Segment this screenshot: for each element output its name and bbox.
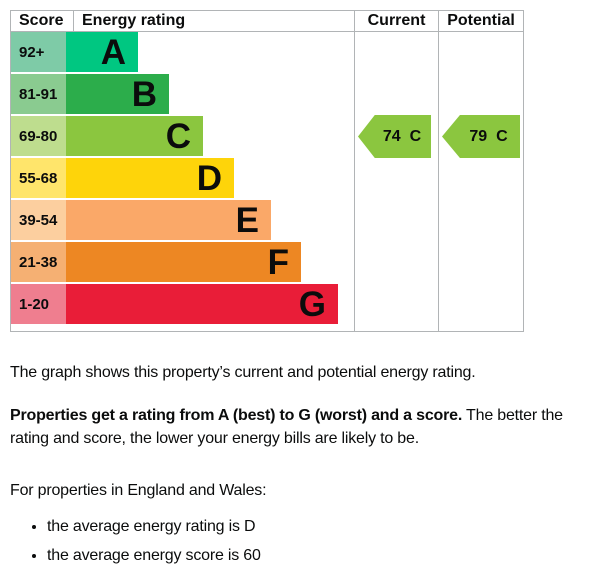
band-row: 92+ A	[11, 32, 354, 74]
chart-body: 92+ A 81-91 B 69-80 C 55-68 D 39-54 E	[11, 32, 523, 331]
band-score-range: 39-54	[11, 200, 66, 240]
potential-band-letter: C	[496, 127, 508, 145]
column-header-energy-rating: Energy rating	[73, 11, 354, 31]
band-bar: F	[66, 242, 301, 282]
band-bar: G	[66, 284, 338, 324]
average-rating-item: the average energy rating is D	[47, 515, 597, 538]
band-row: 1-20 G	[11, 284, 354, 326]
current-band-letter: C	[409, 127, 422, 145]
current-score-value: 74	[382, 127, 401, 145]
band-bar: C	[66, 116, 203, 156]
energy-rating-chart: Score Energy rating Current Potential 92…	[10, 10, 524, 332]
rating-explanation: Properties get a rating from A (best) to…	[10, 404, 597, 450]
region-heading: For properties in England and Wales:	[10, 482, 267, 499]
chart-header-row: Score Energy rating Current Potential	[11, 11, 523, 32]
band-letter: D	[196, 158, 222, 198]
band-bar: D	[66, 158, 234, 198]
averages-list: the average energy rating is D the avera…	[10, 515, 597, 567]
chart-description: The graph shows this property’s current …	[10, 364, 476, 381]
rating-explanation-rest: The better the rating and score, the low…	[10, 407, 563, 447]
band-score-range: 55-68	[11, 158, 66, 198]
band-letter: C	[165, 116, 191, 156]
band-bar: A	[66, 32, 138, 72]
band-score-range: 92+	[11, 32, 66, 72]
band-letter: E	[235, 200, 259, 240]
band-score-range: 1-20	[11, 284, 66, 324]
band-letter: B	[131, 74, 157, 114]
column-header-potential: Potential	[438, 11, 523, 31]
band-bar: E	[66, 200, 271, 240]
rating-explanation-bold: Properties get a rating from A (best) to…	[10, 407, 463, 424]
average-score-item: the average energy score is 60	[47, 544, 597, 567]
band-row: 55-68 D	[11, 158, 354, 200]
band-letter: A	[100, 32, 126, 72]
band-row: 39-54 E	[11, 200, 354, 242]
band-score-range: 69-80	[11, 116, 66, 156]
band-bar: B	[66, 74, 169, 114]
current-column: 74 C	[354, 32, 438, 331]
potential-rating-arrow: 79 C	[442, 115, 520, 158]
band-score-range: 21-38	[11, 242, 66, 282]
column-header-current: Current	[354, 11, 438, 31]
band-row: 69-80 C	[11, 116, 354, 158]
band-score-range: 81-91	[11, 74, 66, 114]
band-row: 81-91 B	[11, 74, 354, 116]
rating-bands: 92+ A 81-91 B 69-80 C 55-68 D 39-54 E	[11, 32, 354, 331]
chart-explanation: The graph shows this property’s current …	[10, 361, 597, 567]
potential-score-value: 79	[469, 127, 488, 145]
current-rating-arrow: 74 C	[358, 115, 431, 158]
potential-column: 79 C	[438, 32, 523, 331]
band-letter: G	[298, 284, 326, 324]
column-header-score: Score	[19, 12, 64, 29]
band-letter: F	[267, 242, 289, 282]
band-row: 21-38 F	[11, 242, 354, 284]
